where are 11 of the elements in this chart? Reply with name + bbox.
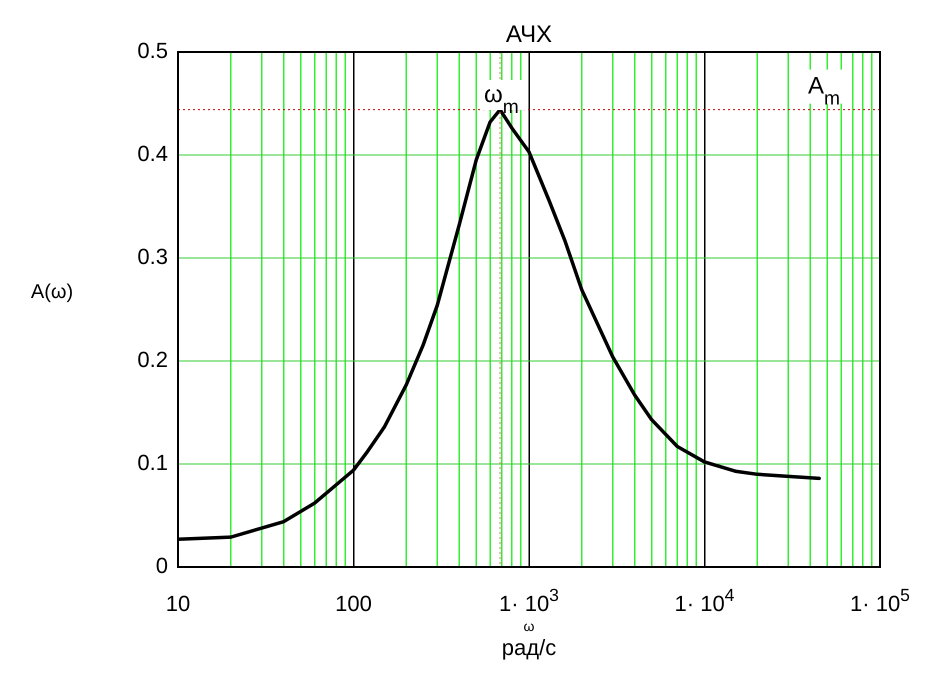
x-tick-label: 100 (335, 591, 372, 616)
y-axis-title: A(ω) (30, 281, 74, 303)
y-tick-label: 0.2 (137, 347, 168, 372)
chart-title: АЧХ (506, 21, 552, 48)
x-axis-title: ω рад/с (502, 618, 556, 660)
y-tick-label: 0 (156, 553, 168, 578)
y-tick-label: 0.3 (137, 244, 168, 270)
y-tick-label: 0.1 (137, 450, 168, 476)
y-tick-label: 0.4 (137, 141, 168, 166)
x-tick-label: 10 (166, 591, 190, 616)
y-tick-label: 0.5 (137, 38, 168, 64)
